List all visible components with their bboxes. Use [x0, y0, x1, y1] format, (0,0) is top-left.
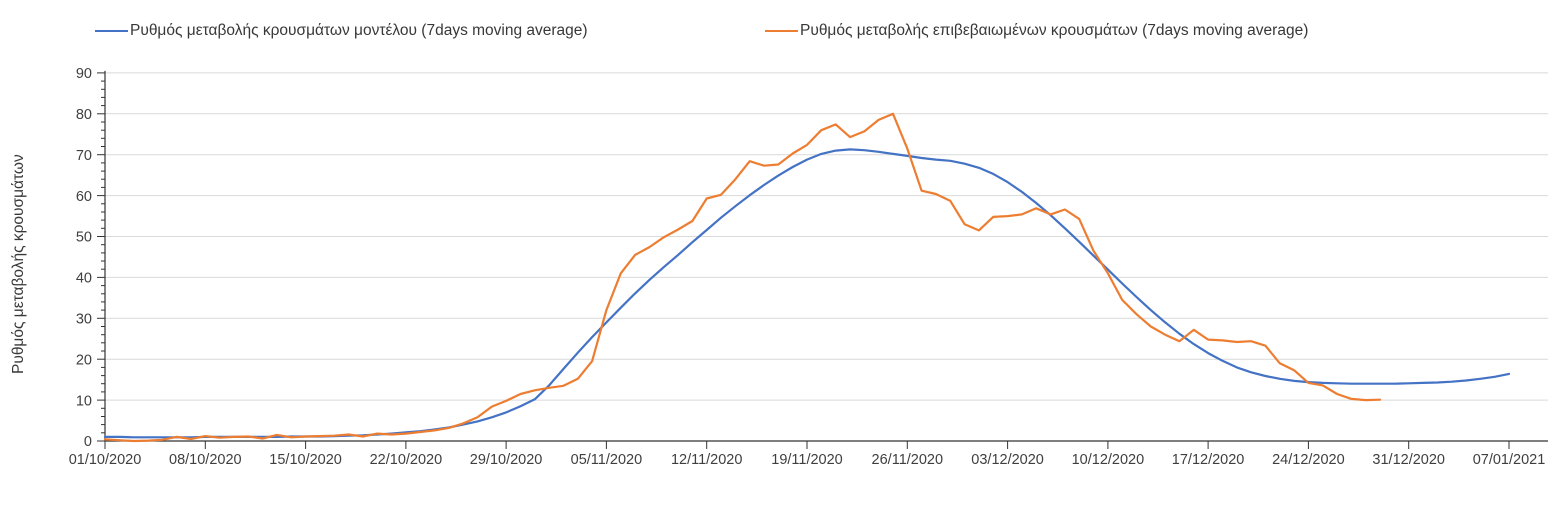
axes: [97, 70, 1548, 449]
legend-label-model: Ρυθμός μεταβολής κρουσμάτων μοντέλου (7d…: [130, 22, 588, 39]
confirmed-series-swatch-icon: [765, 29, 798, 33]
legend-item-confirmed: Ρυθμός μεταβολής επιβεβαιωμένων κρουσμάτ…: [765, 22, 1308, 40]
x-tick-label-6: 12/11/2020: [671, 452, 743, 468]
legend-label-confirmed: Ρυθμός μεταβολής επιβεβαιωμένων κρουσμάτ…: [800, 22, 1309, 39]
y-axis-title: Ρυθμός μεταβολής κρουσμάτων: [10, 154, 27, 374]
x-tick-label-2: 15/10/2020: [269, 452, 342, 468]
x-tick-label-0: 01/10/2020: [69, 452, 142, 468]
x-tick-label-11: 17/12/2020: [1172, 452, 1245, 468]
x-tick-label-7: 19/11/2020: [771, 452, 843, 468]
confirmed-series-line: [103, 112, 1382, 443]
tick-labels: 0 10 20 30 40 50 60 70 80 90 01/10/2020 08/10/2020 1…: [69, 66, 1546, 468]
x-tick-label-4: 29/10/2020: [470, 452, 543, 468]
x-tick-label-13: 31/12/2020: [1372, 452, 1445, 468]
x-tick-label-8: 26/11/2020: [872, 452, 944, 468]
x-tick-label-3: 22/10/2020: [370, 452, 443, 468]
y-tick-label-10: 10: [76, 393, 92, 409]
x-tick-label-12: 24/12/2020: [1272, 452, 1345, 468]
model-series-swatch-icon: [95, 29, 128, 33]
y-tick-label-90: 90: [76, 66, 92, 82]
x-tick-label-5: 05/11/2020: [571, 452, 643, 468]
gridlines: [105, 72, 1548, 401]
legend-item-model: Ρυθμός μεταβολής κρουσμάτων μοντέλου (7d…: [95, 22, 588, 40]
y-tick-label-40: 40: [76, 271, 92, 287]
model-series-line: [103, 148, 1511, 439]
chart-legend: Ρυθμός μεταβολής κρουσμάτων μοντέλου (7d…: [0, 22, 1559, 44]
y-tick-label-60: 60: [76, 189, 92, 205]
y-tick-label-80: 80: [76, 107, 92, 123]
y-tick-label-70: 70: [76, 148, 92, 164]
y-tick-label-30: 30: [76, 312, 92, 328]
y-tick-label-50: 50: [76, 230, 92, 246]
x-tick-label-9: 03/12/2020: [971, 452, 1044, 468]
x-tick-label-1: 08/10/2020: [169, 452, 242, 468]
y-tick-label-0: 0: [84, 434, 92, 450]
y-tick-label-20: 20: [76, 352, 92, 368]
x-tick-label-14: 07/01/2021: [1473, 452, 1546, 468]
x-tick-label-10: 10/12/2020: [1072, 452, 1145, 468]
